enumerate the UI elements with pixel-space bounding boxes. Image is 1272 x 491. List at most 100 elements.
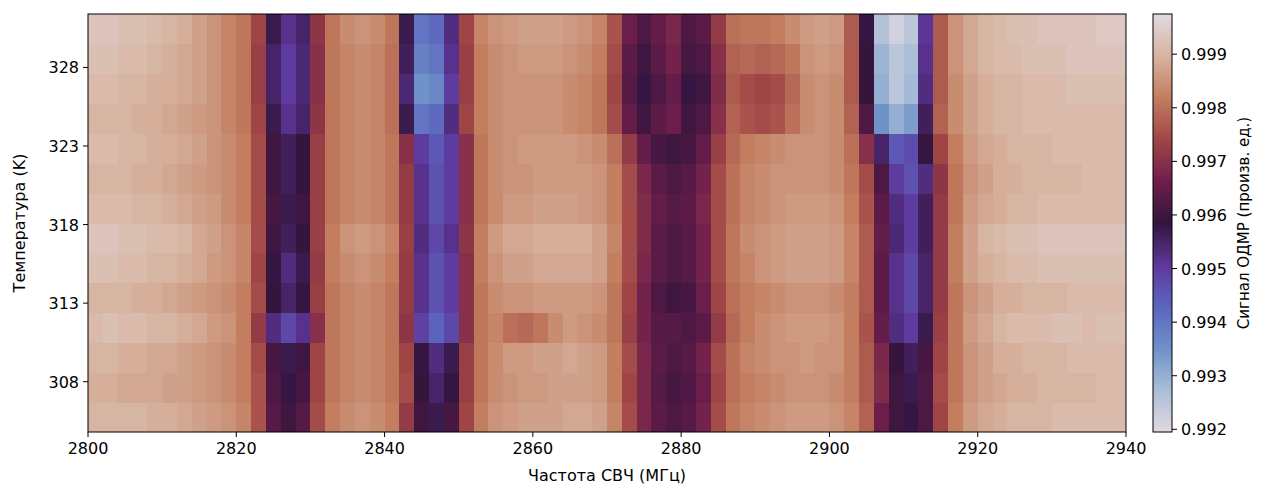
heat-cell (918, 104, 933, 134)
heat-cell (310, 342, 325, 372)
heat-cell (281, 402, 296, 432)
heat-cell (385, 44, 400, 74)
heat-cell (963, 253, 978, 283)
heat-cell (503, 253, 518, 283)
heat-cell (651, 193, 666, 223)
heat-cell (726, 44, 741, 74)
heat-cell (1067, 402, 1082, 432)
heat-cell (651, 44, 666, 74)
heat-cell (296, 223, 311, 253)
heat-cell (711, 313, 726, 343)
heat-cell (1067, 193, 1082, 223)
heat-cell (340, 74, 355, 104)
heat-cell (281, 14, 296, 44)
heat-cell (118, 402, 133, 432)
heat-cell (88, 133, 103, 163)
heat-cell (874, 223, 889, 253)
heat-cell (1037, 74, 1052, 104)
heat-cell (696, 253, 711, 283)
heat-cell (948, 372, 963, 402)
heat-cell (740, 193, 755, 223)
x-axis-title: Частота СВЧ (МГц) (528, 466, 686, 485)
heat-cell (1037, 223, 1052, 253)
heat-cell (518, 14, 533, 44)
heat-cell (755, 372, 770, 402)
heat-cell (310, 104, 325, 134)
heat-cell (355, 133, 370, 163)
heat-cell (978, 283, 993, 313)
heat-cell (414, 342, 429, 372)
heat-cell (904, 133, 919, 163)
heat-cell (474, 283, 489, 313)
heat-cell (1052, 253, 1067, 283)
heat-cell (785, 44, 800, 74)
heat-cell (1111, 14, 1126, 44)
heat-cell (192, 44, 207, 74)
heat-cell (948, 44, 963, 74)
heat-cell (444, 253, 459, 283)
heat-cell (385, 342, 400, 372)
heat-cell (236, 283, 251, 313)
heat-cell (177, 313, 192, 343)
heat-cell (651, 223, 666, 253)
heat-cell (1096, 402, 1111, 432)
heat-cell (859, 104, 874, 134)
heat-cell (429, 163, 444, 193)
heat-cell (103, 14, 118, 44)
heat-cell (370, 342, 385, 372)
heat-cell (874, 253, 889, 283)
heat-cell (147, 283, 162, 313)
heat-cell (385, 402, 400, 432)
heat-cell (963, 44, 978, 74)
heat-cell (785, 253, 800, 283)
heat-cell (889, 193, 904, 223)
heat-cell (281, 44, 296, 74)
heat-cell (192, 342, 207, 372)
heat-cell (518, 342, 533, 372)
heat-cell (1082, 133, 1097, 163)
heat-cell (607, 342, 622, 372)
heat-cell (132, 223, 147, 253)
heat-cell (874, 74, 889, 104)
heat-cell (637, 283, 652, 313)
heat-cell (829, 402, 844, 432)
heat-cell (978, 372, 993, 402)
heat-cell (622, 253, 637, 283)
heat-cell (459, 104, 474, 134)
x-tick-label: 2900 (809, 439, 850, 458)
x-tick (88, 432, 89, 437)
heat-cell (726, 313, 741, 343)
heat-cell (904, 313, 919, 343)
heat-cell (755, 104, 770, 134)
heat-cell (740, 372, 755, 402)
heat-cell (785, 223, 800, 253)
heat-cell (132, 44, 147, 74)
heat-cell (1052, 104, 1067, 134)
heat-cell (666, 283, 681, 313)
heat-cell (162, 253, 177, 283)
heat-cell (488, 104, 503, 134)
heat-cell (355, 104, 370, 134)
heat-cell (681, 313, 696, 343)
colorbar-tick (1172, 214, 1177, 215)
heat-cell (622, 14, 637, 44)
colorbar-tick (1172, 268, 1177, 269)
heat-cell (800, 44, 815, 74)
heat-cell (444, 163, 459, 193)
heat-cell (147, 402, 162, 432)
heat-cell (132, 193, 147, 223)
heat-cell (1037, 342, 1052, 372)
heat-cell (221, 313, 236, 343)
heat-cell (933, 104, 948, 134)
heat-cell (132, 283, 147, 313)
heat-cell (622, 74, 637, 104)
heat-cell (444, 133, 459, 163)
heat-cell (118, 223, 133, 253)
heat-cell (1082, 402, 1097, 432)
heat-cell (1037, 104, 1052, 134)
heat-cell (993, 44, 1008, 74)
heat-cell (414, 313, 429, 343)
heat-cell (310, 133, 325, 163)
heat-cell (637, 133, 652, 163)
heat-cell (607, 104, 622, 134)
